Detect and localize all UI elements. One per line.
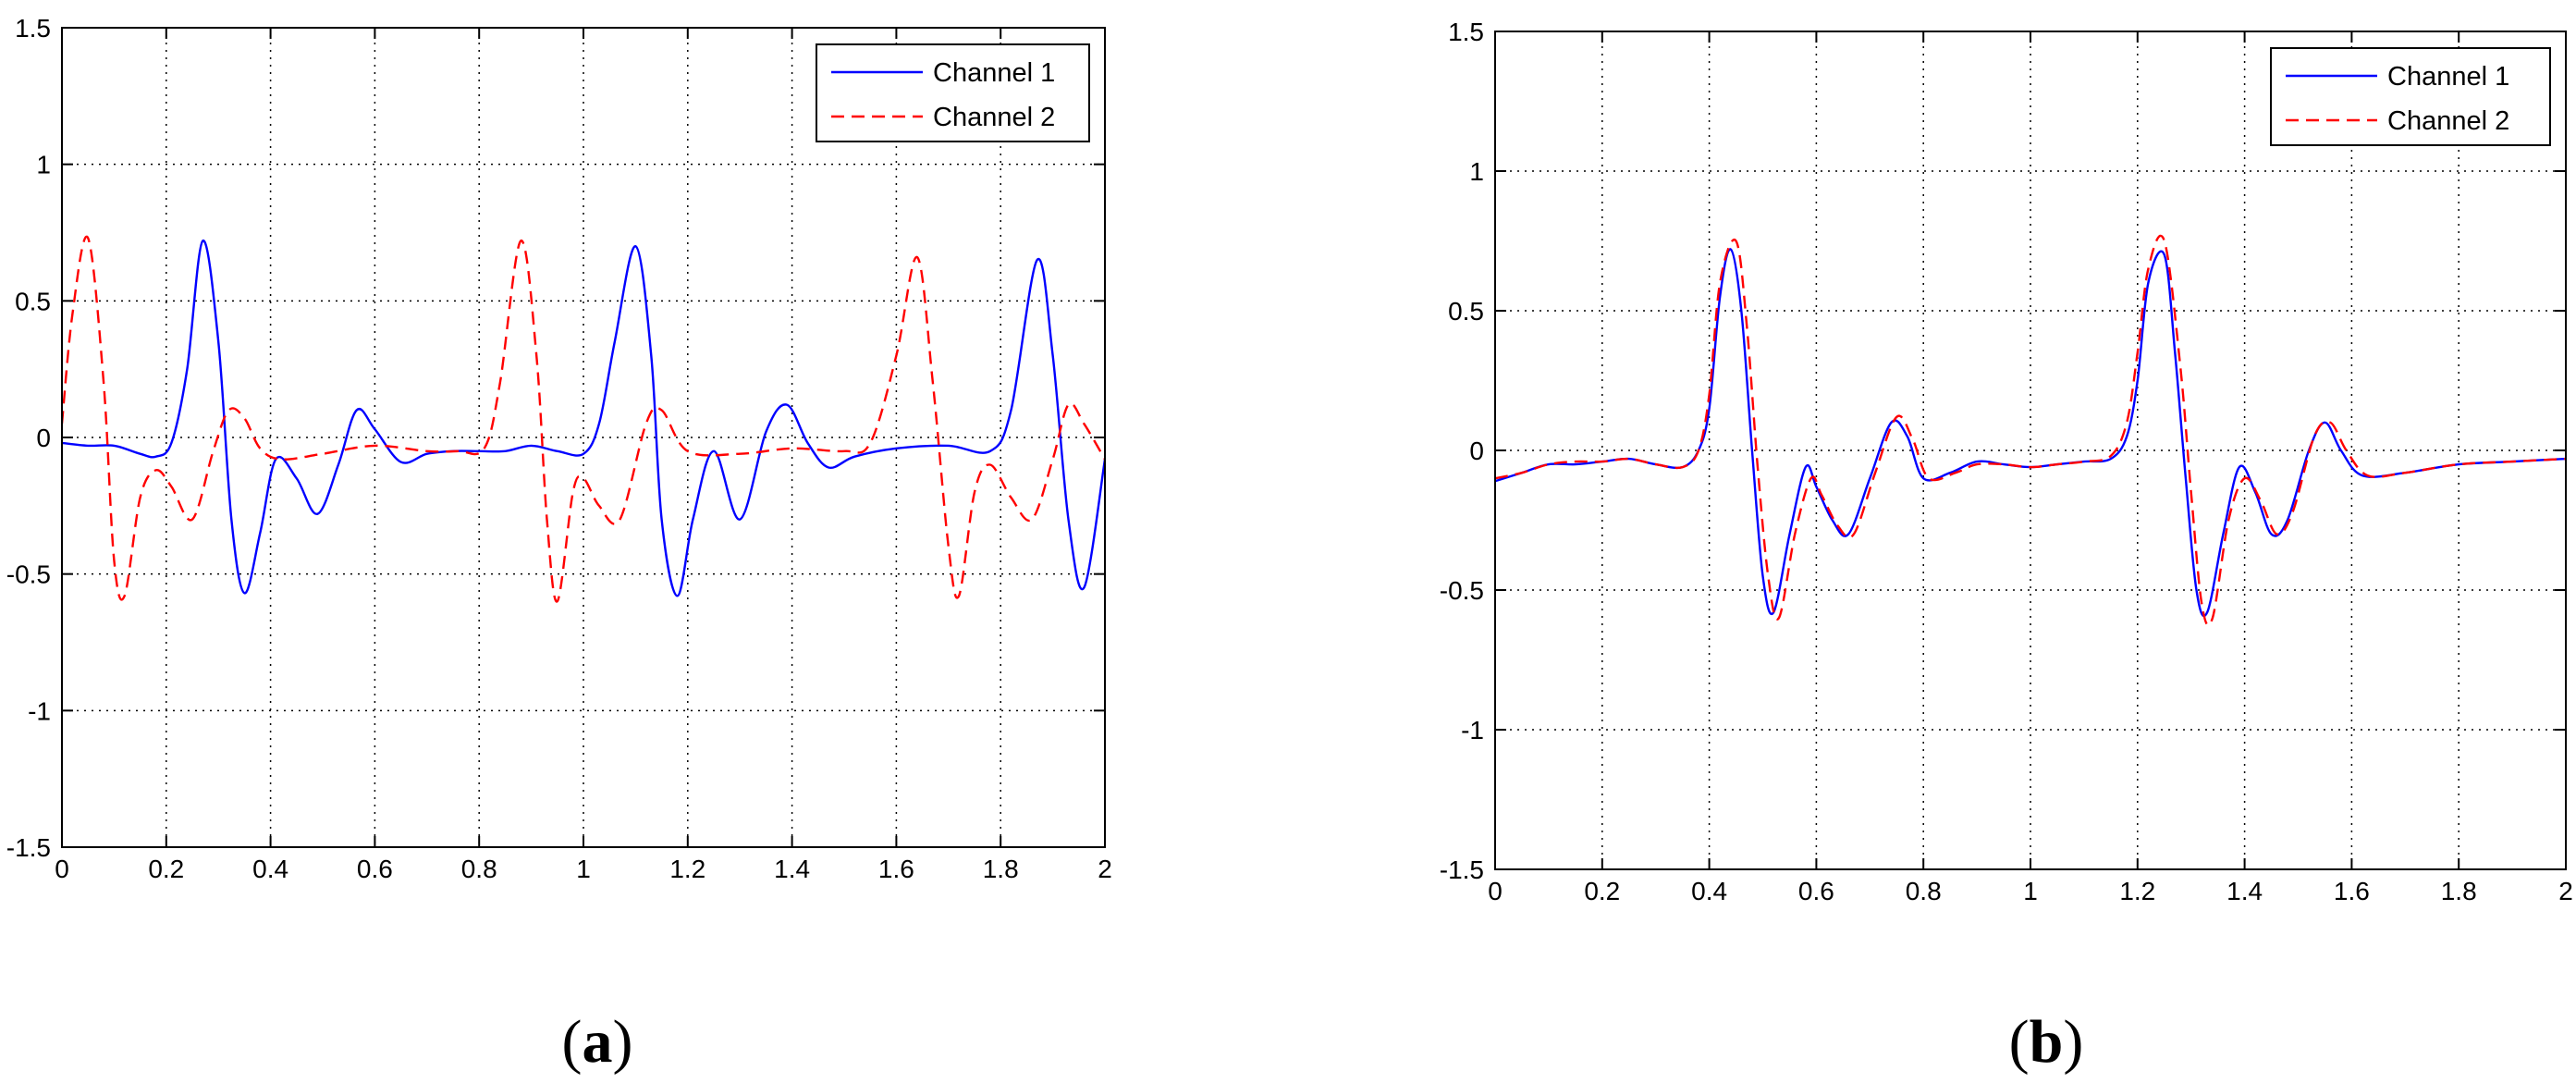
- x-tick-label: 1: [576, 855, 591, 883]
- y-tick-label: -1: [28, 696, 51, 725]
- x-tick-label: 1.6: [2334, 877, 2370, 905]
- y-tick-label: 1.5: [15, 14, 51, 43]
- x-tick-label: 1.2: [2119, 877, 2155, 905]
- x-tick-label: 1.8: [2441, 877, 2477, 905]
- y-tick-label: -1: [1461, 716, 1484, 745]
- y-tick-label: 0.5: [1448, 297, 1484, 326]
- x-tick-label: 2: [2558, 877, 2573, 905]
- legend: Channel 1 Channel 2: [816, 43, 1090, 142]
- x-tick-label: 0.4: [252, 855, 288, 883]
- ticks: 0 0.2 0.4 0.6 0.8 1 1.2 1.4 1.6 1.8 2 -1.5 -1 -0.5 0 0.…: [1440, 18, 2573, 905]
- panel-label-b: (b): [2009, 1008, 2084, 1076]
- x-tick-label: 0.6: [1798, 877, 1834, 905]
- x-tick-label: 1.6: [878, 855, 914, 883]
- y-tick-label: -0.5: [6, 560, 51, 589]
- panel-label-a: (a): [562, 1008, 633, 1076]
- x-tick-label: 1.2: [669, 855, 705, 883]
- x-tick-label: 0.2: [148, 855, 184, 883]
- y-tick-label: 1: [1469, 157, 1484, 186]
- y-tick-label: -1.5: [1440, 855, 1484, 884]
- y-tick-label: 1: [36, 151, 51, 179]
- x-tick-label: 0.8: [1906, 877, 1942, 905]
- x-tick-label: 0.6: [357, 855, 393, 883]
- y-tick-label: 0: [36, 424, 51, 452]
- legend-label-1: Channel 1: [2387, 62, 2509, 92]
- legend-box: [816, 43, 1090, 142]
- legend-label-2: Channel 2: [2387, 106, 2509, 136]
- x-tick-label: 0.8: [461, 855, 497, 883]
- y-tick-label: -0.5: [1440, 576, 1484, 605]
- x-tick-label: 0.2: [1584, 877, 1620, 905]
- x-tick-label: 2: [1098, 855, 1112, 883]
- legend-label-2: Channel 2: [933, 103, 1055, 132]
- x-tick-label: 1: [2023, 877, 2038, 905]
- y-tick-label: 0.5: [15, 287, 51, 315]
- ticks: 0 0.2 0.4 0.6 0.8 1 1.2 1.4 1.6 1.8 2 -1.5 -1 -0.5 0 0.…: [6, 14, 1112, 883]
- legend: Channel 1 Channel 2: [2270, 47, 2551, 146]
- legend-box: [2270, 47, 2551, 146]
- x-tick-label: 1.4: [2226, 877, 2263, 905]
- x-tick-label: 0.4: [1691, 877, 1727, 905]
- series-line-1: [62, 240, 1105, 597]
- series-line-2: [1495, 234, 2566, 627]
- legend-label-1: Channel 1: [933, 58, 1055, 88]
- y-tick-label: 0: [1469, 437, 1484, 465]
- chart-a: 0 0.2 0.4 0.6 0.8 1 1.2 1.4 1.6 1.8 2 -1.5 -1 -0.5 0 0.…: [6, 14, 1112, 883]
- x-tick-label: 1.8: [983, 855, 1019, 883]
- series-line-2: [62, 235, 1105, 603]
- chart-b: 0 0.2 0.4 0.6 0.8 1 1.2 1.4 1.6 1.8 2 -1.5 -1 -0.5 0 0.…: [1440, 18, 2573, 905]
- plot-area: [62, 28, 1105, 847]
- x-tick-label: 1.4: [774, 855, 810, 883]
- x-tick-label: 0: [1488, 877, 1503, 905]
- series-line-1: [1495, 248, 2566, 618]
- grid: [1495, 31, 2566, 869]
- x-tick-label: 0: [55, 855, 69, 883]
- y-tick-label: 1.5: [1448, 18, 1484, 46]
- y-tick-label: -1.5: [6, 833, 51, 862]
